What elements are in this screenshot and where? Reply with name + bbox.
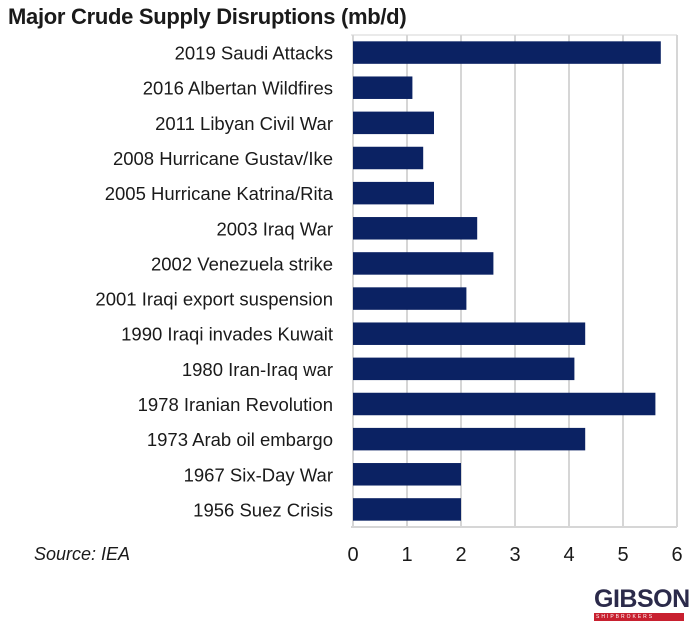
bar bbox=[353, 181, 434, 205]
bar bbox=[353, 463, 461, 486]
category-label: 2011 Libyan Civil War bbox=[155, 113, 333, 134]
logo-tagline: SHIPBROKERS bbox=[594, 613, 684, 621]
bar bbox=[353, 498, 461, 521]
category-label: 2008 Hurricane Gustav/Ike bbox=[113, 148, 333, 169]
bar bbox=[353, 217, 478, 240]
x-tick-label: 6 bbox=[671, 544, 682, 566]
category-label: 2016 Albertan Wildfires bbox=[143, 78, 333, 99]
category-label: 1980 Iran-Iraq war bbox=[182, 359, 333, 380]
bar bbox=[353, 41, 661, 64]
category-label: 1978 Iranian Revolution bbox=[138, 394, 333, 415]
source-note: Source: IEA bbox=[34, 544, 131, 564]
category-label: 2001 Iraqi export suspension bbox=[95, 289, 333, 310]
category-label: 2002 Venezuela strike bbox=[151, 253, 333, 274]
bar bbox=[353, 287, 467, 310]
x-tick-label: 1 bbox=[401, 544, 412, 566]
category-labels: 2019 Saudi Attacks 2016 Albertan Wildfire… bbox=[95, 43, 333, 521]
x-tick-labels: 0 1 2 3 4 5 6 bbox=[347, 544, 682, 566]
category-label: 2003 Iraq War bbox=[216, 218, 333, 239]
category-label: 2005 Hurricane Katrina/Rita bbox=[105, 183, 334, 204]
bar bbox=[353, 111, 434, 135]
bar bbox=[353, 427, 586, 451]
gridlines bbox=[351, 34, 678, 528]
chart-title: Major Crude Supply Disruptions (mb/d) bbox=[8, 4, 407, 29]
bar bbox=[353, 252, 494, 275]
bar bbox=[353, 357, 575, 381]
x-tick-label: 3 bbox=[509, 544, 520, 566]
bar bbox=[353, 392, 656, 416]
gibson-logo: GIBSON SHIPBROKERS bbox=[594, 585, 690, 621]
category-label: 1967 Six-Day War bbox=[184, 464, 333, 485]
bar bbox=[353, 322, 586, 345]
bar bbox=[353, 76, 413, 99]
x-tick-label: 4 bbox=[563, 544, 574, 566]
bars bbox=[353, 41, 661, 521]
x-tick-label: 0 bbox=[347, 544, 358, 566]
bar bbox=[353, 146, 424, 170]
category-label: 1973 Arab oil embargo bbox=[147, 429, 333, 450]
x-tick-label: 5 bbox=[617, 544, 628, 566]
logo-name: GIBSON bbox=[594, 585, 690, 613]
x-tick-label: 2 bbox=[455, 544, 466, 566]
category-label: 2019 Saudi Attacks bbox=[175, 43, 333, 64]
category-label: 1956 Suez Crisis bbox=[193, 499, 333, 520]
category-label: 1990 Iraqi invades Kuwait bbox=[121, 324, 333, 345]
